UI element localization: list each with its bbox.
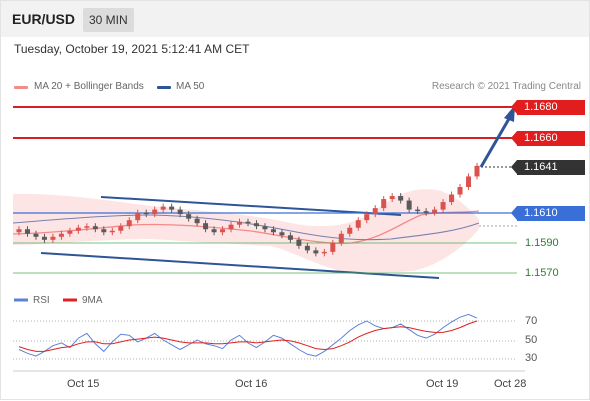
candle-body [50,236,56,240]
candle-body [270,229,276,233]
resistance2-price-label: 1.1680 [511,100,585,115]
candle-body [321,251,327,254]
rsi-tick-50: 50 [525,334,538,346]
rsi-legend-label: RSI [33,295,50,306]
current-price-label: 1.1641 [511,160,585,175]
candle-body [92,226,98,230]
candle-body [135,212,141,221]
candle-body [24,229,30,234]
candle-body [109,230,115,233]
candle-body [67,230,73,234]
candle-body [347,227,353,234]
rsi-tick-70: 70 [525,315,538,327]
candle-body [381,199,387,209]
candle-body [457,186,463,195]
projection-arrow [479,116,512,168]
candle-body [245,221,251,224]
timeframe-button[interactable]: 30 MIN [83,8,134,32]
candle-body [415,209,421,212]
candle-body [186,214,192,219]
x-label-oct16: Oct 16 [235,378,268,390]
candles-group [16,162,480,257]
candle-body [220,229,226,233]
x-label-oct19: Oct 19 [426,378,459,390]
candle-body [440,202,446,210]
rsi-tick-30: 30 [525,352,538,364]
candle-body [474,165,480,177]
channel-upper-line [100,196,402,216]
candle-body [101,229,107,233]
ma50-swatch [157,86,171,89]
candle-body [211,229,217,233]
candle-body [160,206,166,210]
ma50-legend-label: MA 50 [176,81,205,92]
ma20-legend-label: MA 20 + Bollinger Bands [34,81,144,92]
candle-body [75,227,81,231]
candle-body [449,194,455,203]
ma50-line [12,214,480,241]
candle-body [364,214,370,221]
candle-body [423,211,429,213]
candle-body [58,233,64,237]
candle-body [118,226,124,231]
support2-price-label: 1.1570 [525,267,559,279]
candle-body [304,245,310,251]
candle-body [372,208,378,215]
candle-body [389,196,395,200]
candle-body [84,226,90,228]
datetime-label: Tuesday, October 19, 2021 5:12:41 AM CET [14,42,250,56]
candle-body [466,176,472,187]
chart-header: EUR/USD 30 MIN [1,1,589,37]
pivot-price-label: 1.1610 [511,206,585,221]
candle-body [338,233,344,243]
candle-body [330,242,336,252]
candle-body [237,221,243,225]
candle-body [228,224,234,230]
candle-body [313,250,319,254]
candle-body [194,218,200,224]
price-pane [12,105,517,279]
candle-body [253,223,259,227]
rsi-pane [13,298,517,360]
candle-body [33,233,39,237]
rsi-line [18,313,478,357]
symbol-label: EUR/USD [12,11,76,27]
channel-lower-line [40,252,440,279]
source-label: Research © 2021 Trading Central [431,81,581,92]
candle-body [287,235,293,240]
candle-body [262,226,268,230]
candle-body [355,220,361,228]
resistance1-price-label: 1.1660 [511,131,585,146]
candle-body [406,200,412,210]
x-label-oct15: Oct 15 [67,378,100,390]
candle-body [296,239,302,246]
candle-body [398,196,404,201]
x-label-oct28: Oct 28 [494,378,527,390]
candle-body [169,206,175,210]
candle-body [41,236,47,240]
candle-body [203,223,209,230]
candle-body [432,209,438,213]
ma20-swatch [14,86,28,89]
candle-body [177,209,183,215]
rsi-ma-legend-label: 9MA [82,295,103,306]
candle-body [126,220,132,227]
candle-body [279,232,285,236]
candle-body [16,229,22,233]
candle-body [143,212,149,215]
candle-body [152,209,158,215]
support1-price-label: 1.1590 [525,237,559,249]
rsi-ma-line [18,320,478,352]
